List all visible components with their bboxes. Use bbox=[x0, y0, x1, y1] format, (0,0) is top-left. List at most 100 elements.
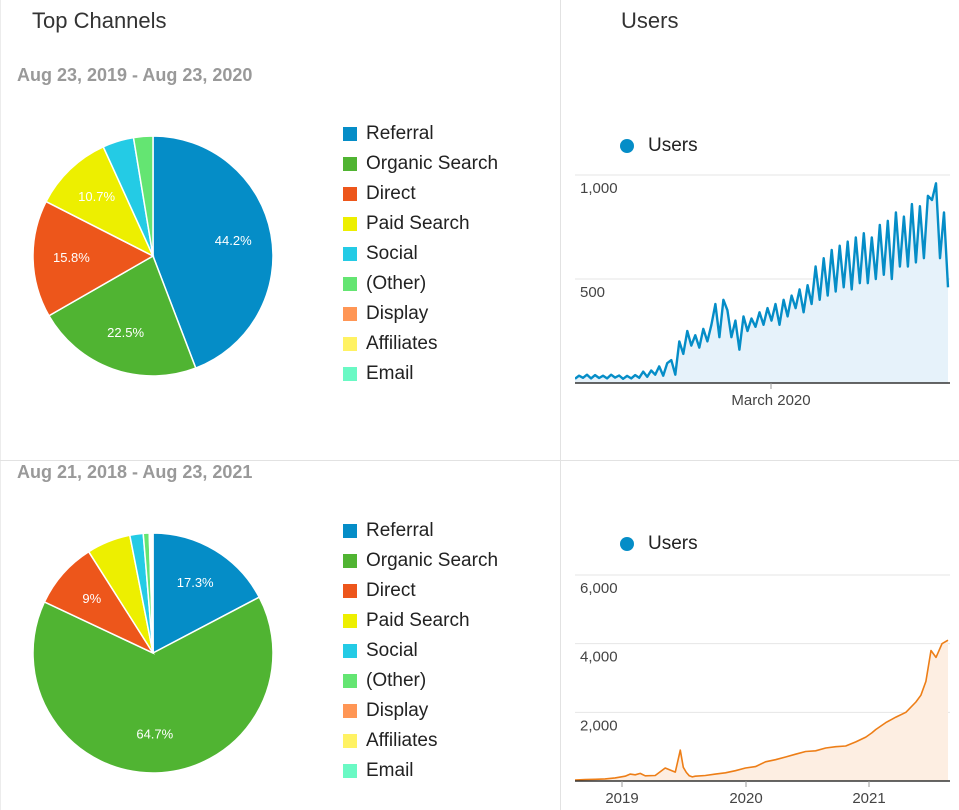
users-series-dot bbox=[620, 537, 634, 551]
legend-item-social[interactable]: Social bbox=[343, 636, 498, 666]
users-series-dot bbox=[620, 139, 634, 153]
y-tick-label: 2,000 bbox=[580, 717, 618, 734]
pie-label-organic-search: 22.5% bbox=[107, 325, 144, 340]
legend-item-direct[interactable]: Direct bbox=[343, 576, 498, 606]
users-title: Users bbox=[621, 8, 679, 33]
legend-label: Social bbox=[366, 243, 418, 264]
channel-legend-bottom: Referral Organic Search Direct Paid Search S… bbox=[343, 516, 498, 786]
pie-slice-referral[interactable] bbox=[152, 135, 274, 370]
left-border bbox=[0, 0, 1, 810]
date-range-bottom: Aug 21, 2018 - Aug 23, 2021 bbox=[17, 462, 253, 482]
legend-label: Affiliates bbox=[366, 730, 438, 751]
legend-item-referral[interactable]: Referral bbox=[343, 516, 498, 546]
legend-swatch bbox=[343, 277, 357, 291]
legend-label: Affiliates bbox=[366, 333, 438, 354]
legend-swatch bbox=[343, 247, 357, 261]
legend-item-email[interactable]: Email bbox=[343, 756, 498, 786]
legend-swatch bbox=[343, 524, 357, 538]
legend-item-paid-search[interactable]: Paid Search bbox=[343, 209, 498, 239]
legend-label: Direct bbox=[366, 580, 416, 601]
pie-label-referral: 44.2% bbox=[215, 233, 252, 248]
users-series-legend-top[interactable]: Users bbox=[620, 135, 698, 157]
y-tick-label: 4,000 bbox=[580, 649, 618, 666]
legend-swatch bbox=[343, 644, 357, 658]
y-tick-label: 6,000 bbox=[580, 580, 618, 597]
legend-item-email[interactable]: Email bbox=[343, 359, 498, 389]
legend-item-direct[interactable]: Direct bbox=[343, 179, 498, 209]
users-series-legend-bottom[interactable]: Users bbox=[620, 533, 698, 555]
legend-item-display[interactable]: Display bbox=[343, 696, 498, 726]
pie-label-referral: 17.3% bbox=[177, 575, 214, 590]
legend-swatch bbox=[343, 157, 357, 171]
legend-item-organic-search[interactable]: Organic Search bbox=[343, 546, 498, 576]
pie-slice-paid-search[interactable] bbox=[45, 145, 155, 258]
legend-swatch bbox=[343, 337, 357, 351]
legend-swatch bbox=[343, 307, 357, 321]
legend-label: Display bbox=[366, 303, 429, 324]
x-tick-label: 2019 bbox=[605, 790, 638, 807]
legend-item-display[interactable]: Display bbox=[343, 299, 498, 329]
legend-label: Organic Search bbox=[366, 153, 499, 174]
pie-slice-email[interactable] bbox=[151, 532, 154, 654]
legend-label: Referral bbox=[366, 123, 434, 144]
legend-label: (Other) bbox=[366, 670, 427, 691]
legend-item-other[interactable]: (Other) bbox=[343, 269, 498, 299]
y-tick-label: 500 bbox=[580, 284, 605, 301]
x-tick-label: 2020 bbox=[729, 790, 762, 807]
legend-item-affiliates[interactable]: Affiliates bbox=[343, 726, 498, 756]
pie-label-direct: 9% bbox=[82, 591, 101, 606]
legend-swatch bbox=[343, 674, 357, 688]
legend-swatch bbox=[343, 187, 357, 201]
pie-chart-top[interactable]: 44.2% 22.5% 15.8% 10.7% bbox=[28, 131, 278, 381]
top-channels-title: Top Channels bbox=[32, 8, 167, 33]
legend-label: Paid Search bbox=[366, 213, 470, 234]
users-area bbox=[575, 183, 948, 383]
legend-label: Display bbox=[366, 700, 429, 721]
channel-legend-top: Referral Organic Search Direct Paid Search S… bbox=[343, 119, 498, 389]
legend-label: Referral bbox=[366, 520, 434, 541]
legend-swatch bbox=[343, 584, 357, 598]
users-series-label: Users bbox=[648, 135, 698, 156]
legend-label: Email bbox=[366, 760, 414, 781]
users-series-label: Users bbox=[648, 533, 698, 554]
legend-label: Organic Search bbox=[366, 550, 499, 571]
pie-slice-other[interactable] bbox=[132, 135, 154, 257]
legend-item-referral[interactable]: Referral bbox=[343, 119, 498, 149]
pie-slice-direct[interactable] bbox=[32, 200, 155, 317]
y-tick-label: 1,000 bbox=[580, 180, 618, 197]
legend-swatch bbox=[343, 614, 357, 628]
legend-label: Paid Search bbox=[366, 610, 470, 631]
panel-divider-vertical bbox=[560, 0, 561, 810]
legend-label: Social bbox=[366, 640, 418, 661]
pie-slice-referral[interactable] bbox=[152, 532, 261, 655]
legend-item-organic-search[interactable]: Organic Search bbox=[343, 149, 498, 179]
users-line-chart-top[interactable]: 500 1,000 March 2020 bbox=[575, 170, 950, 410]
pie-chart-bottom[interactable]: 17.3% 64.7% 9% bbox=[28, 528, 278, 778]
pie-label-direct: 15.8% bbox=[53, 250, 90, 265]
legend-item-other[interactable]: (Other) bbox=[343, 666, 498, 696]
users-series-line[interactable] bbox=[575, 182, 950, 380]
legend-swatch bbox=[343, 704, 357, 718]
legend-swatch bbox=[343, 734, 357, 748]
users-line-chart-bottom[interactable]: 2,000 4,000 6,000 2019 2020 2021 bbox=[575, 570, 950, 810]
x-tick-label: 2021 bbox=[852, 790, 885, 807]
legend-swatch bbox=[343, 367, 357, 381]
legend-item-social[interactable]: Social bbox=[343, 239, 498, 269]
legend-label: (Other) bbox=[366, 273, 427, 294]
legend-swatch bbox=[343, 127, 357, 141]
pie-label-organic-search: 64.7% bbox=[136, 727, 173, 742]
pie-slice-organic-search[interactable] bbox=[47, 254, 197, 377]
legend-item-affiliates[interactable]: Affiliates bbox=[343, 329, 498, 359]
date-range-top: Aug 23, 2019 - Aug 23, 2020 bbox=[17, 65, 253, 85]
x-tick-label: March 2020 bbox=[731, 392, 810, 409]
legend-swatch bbox=[343, 554, 357, 568]
users-series-line[interactable] bbox=[575, 639, 949, 781]
legend-swatch bbox=[343, 217, 357, 231]
legend-label: Email bbox=[366, 363, 414, 384]
pie-label-paid-search: 10.7% bbox=[78, 189, 115, 204]
panel-divider-horizontal bbox=[0, 460, 959, 461]
legend-label: Direct bbox=[366, 183, 416, 204]
pie-slice-organic-search[interactable] bbox=[32, 596, 274, 774]
users-area bbox=[575, 640, 948, 781]
legend-item-paid-search[interactable]: Paid Search bbox=[343, 606, 498, 636]
